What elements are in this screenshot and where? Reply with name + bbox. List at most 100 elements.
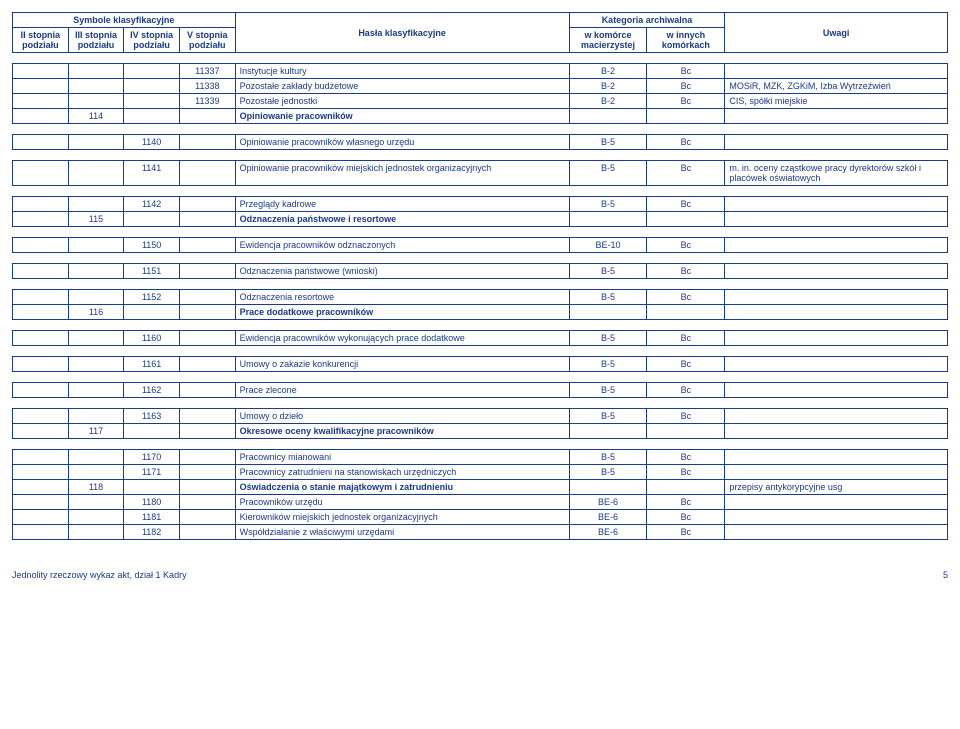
header-macier: w komórce macierzystej bbox=[569, 28, 647, 53]
table-body: 11337Instytucje kulturyB-2Bc11338Pozosta… bbox=[13, 53, 948, 540]
cell bbox=[725, 264, 948, 279]
header-ii: II stopnia podziału bbox=[13, 28, 69, 53]
cell bbox=[13, 109, 69, 124]
cell bbox=[647, 109, 725, 124]
cell: Bc bbox=[647, 238, 725, 253]
cell bbox=[179, 135, 235, 150]
cell bbox=[179, 290, 235, 305]
cell bbox=[13, 197, 69, 212]
cell bbox=[68, 331, 124, 346]
cell: Bc bbox=[647, 64, 725, 79]
cell: B-5 bbox=[569, 357, 647, 372]
cell: Bc bbox=[647, 383, 725, 398]
cell: Bc bbox=[647, 264, 725, 279]
cell: B-2 bbox=[569, 64, 647, 79]
cell bbox=[68, 525, 124, 540]
cell: 1170 bbox=[124, 450, 180, 465]
cell: Opiniowanie pracowników bbox=[235, 109, 569, 124]
cell: Współdziałanie z właściwymi urzędami bbox=[235, 525, 569, 540]
cell bbox=[179, 495, 235, 510]
table-row: 1142Przeglądy kadroweB-5Bc bbox=[13, 197, 948, 212]
footer-right: 5 bbox=[943, 570, 948, 580]
cell bbox=[647, 305, 725, 320]
cell bbox=[179, 109, 235, 124]
cell bbox=[179, 510, 235, 525]
table-row: 114 Opiniowanie pracowników bbox=[13, 109, 948, 124]
cell bbox=[725, 383, 948, 398]
cell bbox=[68, 495, 124, 510]
cell: Bc bbox=[647, 510, 725, 525]
cell: Opiniowanie pracowników miejskich jednos… bbox=[235, 161, 569, 186]
footer: Jednolity rzeczowy wykaz akt, dział 1 Ka… bbox=[12, 570, 948, 580]
cell bbox=[647, 212, 725, 227]
cell bbox=[13, 409, 69, 424]
cell: Bc bbox=[647, 135, 725, 150]
cell: 1152 bbox=[124, 290, 180, 305]
table-row: 1162Prace zleconeB-5Bc bbox=[13, 383, 948, 398]
cell: Opiniowanie pracowników własnego urzędu bbox=[235, 135, 569, 150]
classification-table: Symbole klasyfikacyjne Hasła klasyfikacy… bbox=[12, 12, 948, 540]
cell bbox=[124, 79, 180, 94]
cell bbox=[68, 357, 124, 372]
header-innych: w innych komórkach bbox=[647, 28, 725, 53]
table-row: 11339Pozostałe jednostkiB-2BcCIS, spółki… bbox=[13, 94, 948, 109]
cell: 114 bbox=[68, 109, 124, 124]
cell bbox=[124, 212, 180, 227]
cell: 1140 bbox=[124, 135, 180, 150]
cell bbox=[68, 135, 124, 150]
cell: Bc bbox=[647, 197, 725, 212]
cell bbox=[569, 109, 647, 124]
cell: Bc bbox=[647, 357, 725, 372]
cell: Bc bbox=[647, 290, 725, 305]
cell bbox=[725, 64, 948, 79]
cell bbox=[13, 135, 69, 150]
cell: Bc bbox=[647, 94, 725, 109]
cell: Odznaczenia resortowe bbox=[235, 290, 569, 305]
cell: 117 bbox=[68, 424, 124, 439]
cell: B-5 bbox=[569, 465, 647, 480]
cell: 1160 bbox=[124, 331, 180, 346]
table-row: 11337Instytucje kulturyB-2Bc bbox=[13, 64, 948, 79]
cell bbox=[68, 290, 124, 305]
table-row: 1170Pracownicy mianowaniB-5Bc bbox=[13, 450, 948, 465]
cell bbox=[124, 109, 180, 124]
table-row: 117Okresowe oceny kwalifikacyjne pracown… bbox=[13, 424, 948, 439]
table-row: 1152 Odznaczenia resortoweB-5Bc bbox=[13, 290, 948, 305]
cell bbox=[725, 212, 948, 227]
cell: Pozostałe jednostki bbox=[235, 94, 569, 109]
header-iii: III stopnia podziału bbox=[68, 28, 124, 53]
cell: Bc bbox=[647, 495, 725, 510]
cell bbox=[13, 212, 69, 227]
cell bbox=[179, 212, 235, 227]
cell bbox=[13, 357, 69, 372]
cell bbox=[68, 450, 124, 465]
cell bbox=[13, 424, 69, 439]
cell bbox=[68, 64, 124, 79]
cell bbox=[725, 409, 948, 424]
cell: 1163 bbox=[124, 409, 180, 424]
footer-left: Jednolity rzeczowy wykaz akt, dział 1 Ka… bbox=[12, 570, 187, 580]
cell: B-2 bbox=[569, 79, 647, 94]
cell: Bc bbox=[647, 465, 725, 480]
cell bbox=[13, 79, 69, 94]
cell: Bc bbox=[647, 409, 725, 424]
cell: 1141 bbox=[124, 161, 180, 186]
cell bbox=[725, 238, 948, 253]
table-row: 1163Umowy o dziełoB-5Bc bbox=[13, 409, 948, 424]
cell bbox=[725, 357, 948, 372]
cell: Kierowników miejskich jednostek organiza… bbox=[235, 510, 569, 525]
table-row: 1160Ewidencja pracowników wykonujących p… bbox=[13, 331, 948, 346]
cell bbox=[647, 480, 725, 495]
cell: 1142 bbox=[124, 197, 180, 212]
cell: m. in. oceny cząstkowe pracy dyrektorów … bbox=[725, 161, 948, 186]
cell bbox=[13, 480, 69, 495]
cell bbox=[647, 424, 725, 439]
cell bbox=[179, 197, 235, 212]
cell bbox=[68, 383, 124, 398]
cell: B-5 bbox=[569, 290, 647, 305]
cell bbox=[13, 450, 69, 465]
cell bbox=[68, 264, 124, 279]
cell bbox=[179, 161, 235, 186]
header-v: V stopnia podziału bbox=[179, 28, 235, 53]
cell bbox=[725, 450, 948, 465]
